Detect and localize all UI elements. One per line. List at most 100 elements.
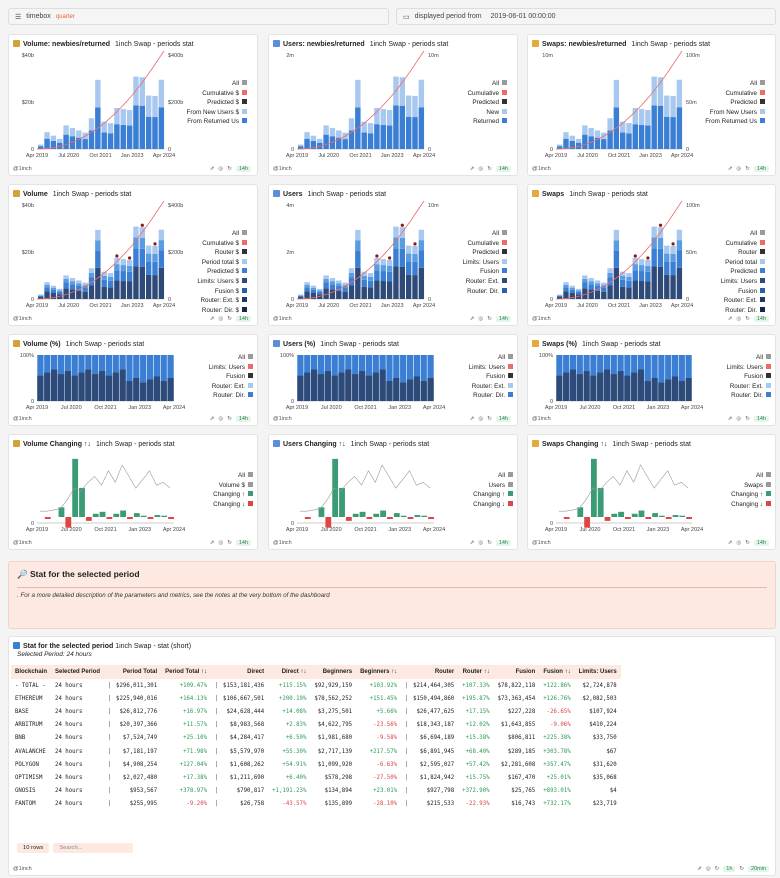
column-header[interactable]: Limits: Users	[574, 665, 621, 679]
link-icon[interactable]: ⇗	[469, 316, 475, 322]
link-icon[interactable]: ⇗	[727, 416, 733, 422]
legend-item[interactable]: Returned	[468, 117, 507, 127]
link-icon[interactable]: ⇗	[209, 416, 215, 422]
link-icon[interactable]: ⇗	[209, 316, 215, 322]
camera-icon[interactable]: ◎	[478, 166, 484, 172]
table-row[interactable]: AVALANCHE 24 hours | $7,181,197 +71.98% | $5,5…	[11, 745, 621, 758]
legend-item[interactable]: All	[473, 471, 513, 481]
link-icon[interactable]: ⇗	[727, 166, 733, 172]
table-row[interactable]: - TOTAL - 24 hours | $296,011,301 +109.47% | $…	[11, 679, 621, 692]
column-header[interactable]: Fusion	[493, 665, 540, 679]
refresh-icon[interactable]: ↻	[745, 316, 750, 322]
link-icon[interactable]: ⇗	[209, 540, 215, 546]
legend-item[interactable]: Router: Ext.	[469, 382, 513, 392]
table-row[interactable]: FANTOM 24 hours | $255,995 -9.20% | $26,758 -43…	[11, 798, 621, 811]
legend-item[interactable]: Changing ↑	[213, 490, 253, 500]
legend-item[interactable]: Router: Dir.	[463, 287, 507, 297]
legend-item[interactable]: Router: Dir.	[209, 391, 253, 401]
camera-icon[interactable]: ◎	[478, 416, 484, 422]
legend-item[interactable]: Limits: Users $	[197, 277, 247, 287]
legend-item[interactable]: Router: Ext. $	[197, 296, 247, 306]
legend-item[interactable]: Limits: Users	[469, 363, 513, 373]
legend-item[interactable]: Predicted $	[197, 267, 247, 277]
table-row[interactable]: POLYGON 24 hours | $4,908,254 +127.04% | $1,60…	[11, 758, 621, 771]
legend-item[interactable]: Limits: Users	[463, 258, 507, 268]
refresh-icon[interactable]: ↻	[714, 866, 720, 872]
legend-item[interactable]: Cumulative	[463, 239, 507, 249]
table-row[interactable]: BASE 24 hours | $26,812,776 +16.97% | $24,628,…	[11, 705, 621, 718]
period-filter[interactable]: ▭ displayed period from 2019-06-01 00:00…	[396, 8, 776, 25]
link-icon[interactable]: ⇗	[469, 416, 475, 422]
legend-item[interactable]: All	[197, 229, 247, 239]
legend-item[interactable]: All	[727, 353, 771, 363]
legend-item[interactable]: From New Users	[705, 108, 765, 118]
legend-item[interactable]: Fusion	[209, 372, 253, 382]
legend-item[interactable]: Predicted	[463, 248, 507, 258]
camera-icon[interactable]: ◎	[218, 166, 224, 172]
column-header[interactable]: Fusion ↑↓	[539, 665, 575, 679]
refresh-icon[interactable]: ↻	[487, 316, 492, 322]
legend-item[interactable]: Predicted	[468, 98, 507, 108]
timebox-filter[interactable]: ☰ timebox quarter	[8, 8, 389, 25]
column-header[interactable]: Direct ↑↓	[268, 665, 311, 679]
camera-icon[interactable]: ◎	[736, 416, 742, 422]
link-icon[interactable]: ⇗	[727, 316, 733, 322]
legend-item[interactable]: Changing ↑	[473, 490, 513, 500]
column-header[interactable]: Period Total	[112, 665, 162, 679]
legend-item[interactable]: Router: Dir.	[727, 391, 771, 401]
legend-item[interactable]: Router	[721, 248, 765, 258]
legend-item[interactable]: Limits: Users	[721, 277, 765, 287]
legend-item[interactable]: Router: Ext.	[727, 382, 771, 392]
refresh-icon[interactable]: ↻	[227, 316, 232, 322]
legend-item[interactable]: Router: Ext.	[721, 296, 765, 306]
column-header[interactable]: Blockchain	[11, 665, 52, 679]
legend-item[interactable]: Changing ↑	[731, 490, 771, 500]
legend-item[interactable]: Router $	[197, 248, 247, 258]
legend-item[interactable]: Router: Ext.	[463, 277, 507, 287]
table-row[interactable]: ARBITRUM 24 hours | $20,397,366 +11.57% | $8,9…	[11, 719, 621, 732]
column-header[interactable]: Direct	[219, 665, 269, 679]
legend-item[interactable]: All	[721, 229, 765, 239]
table-row[interactable]: BNB 24 hours | $7,524,749 +25.10% | $4,284,417…	[11, 732, 621, 745]
column-header[interactable]: Period Total ↑↓	[161, 665, 212, 679]
legend-item[interactable]: Swaps	[731, 481, 771, 491]
link-icon[interactable]: ⇗	[697, 866, 702, 872]
legend-item[interactable]: Period total $	[197, 258, 247, 268]
refresh-icon[interactable]: ↻	[745, 540, 750, 546]
legend-item[interactable]: All	[705, 79, 765, 89]
timebox-value[interactable]: quarter	[55, 13, 75, 20]
legend-item[interactable]: From New Users $	[187, 108, 247, 118]
legend-item[interactable]: Cumulative $	[187, 89, 247, 99]
legend-item[interactable]: New	[468, 108, 507, 118]
legend-item[interactable]: Router: Dir.	[469, 391, 513, 401]
legend-item[interactable]: Cumulative $	[197, 239, 247, 249]
legend-item[interactable]: Predicted	[721, 267, 765, 277]
legend-item[interactable]: All	[469, 353, 513, 363]
legend-item[interactable]: Cumulative	[705, 89, 765, 99]
legend-item[interactable]: All	[213, 471, 253, 481]
legend-item[interactable]: Fusion $	[197, 287, 247, 297]
refresh-icon[interactable]: ↻	[227, 416, 232, 422]
refresh-icon[interactable]: ↻	[487, 540, 492, 546]
camera-icon[interactable]: ◎	[705, 866, 711, 872]
legend-item[interactable]: Fusion	[469, 372, 513, 382]
legend-item[interactable]: Predicted	[705, 98, 765, 108]
column-header[interactable]: Beginners	[310, 665, 357, 679]
camera-icon[interactable]: ◎	[478, 540, 484, 546]
camera-icon[interactable]: ◎	[218, 540, 224, 546]
camera-icon[interactable]: ◎	[736, 316, 742, 322]
legend-item[interactable]: Changing ↓	[731, 500, 771, 510]
camera-icon[interactable]: ◎	[736, 540, 742, 546]
refresh-icon[interactable]: ↻	[227, 540, 232, 546]
legend-item[interactable]: From Returned Us	[187, 117, 247, 127]
legend-item[interactable]: Changing ↓	[213, 500, 253, 510]
legend-item[interactable]: Router: Dir.	[721, 306, 765, 316]
table-row[interactable]: OPTIMISM 24 hours | $2,027,480 +17.38% | $1,21…	[11, 771, 621, 784]
camera-icon[interactable]: ◎	[736, 166, 742, 172]
link-icon[interactable]: ⇗	[469, 540, 475, 546]
column-header[interactable]: Beginners ↑↓	[356, 665, 402, 679]
refresh-icon[interactable]: ↻	[745, 166, 750, 172]
legend-item[interactable]: All	[731, 471, 771, 481]
link-icon[interactable]: ⇗	[469, 166, 475, 172]
column-header[interactable]: Router ↑↓	[458, 665, 494, 679]
